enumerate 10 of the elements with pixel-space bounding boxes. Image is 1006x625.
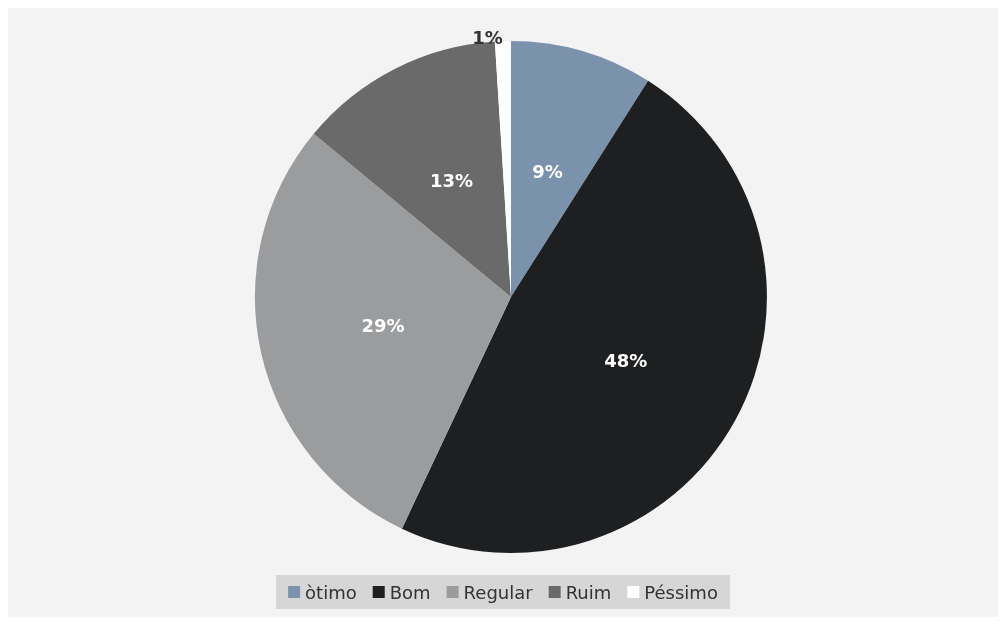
data-label: 13% xyxy=(429,169,473,191)
legend-label: Péssimo xyxy=(644,581,718,603)
legend-label: Bom xyxy=(389,581,431,603)
data-label: 9% xyxy=(532,160,563,182)
data-label: 48% xyxy=(604,349,648,371)
legend-label: Regular xyxy=(463,581,534,603)
data-label: 29% xyxy=(361,315,405,337)
legend-label: Ruim xyxy=(565,581,612,603)
legend-label: òtimo xyxy=(305,581,357,603)
data-label: 1% xyxy=(472,26,503,48)
